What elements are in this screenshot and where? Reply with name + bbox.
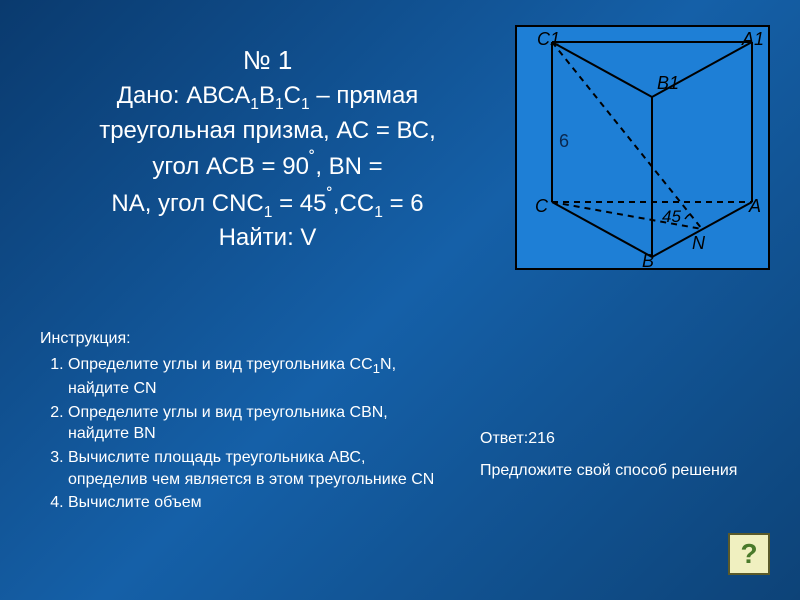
help-button[interactable]: ? <box>728 533 770 575</box>
answer-text: Ответ:216 <box>480 430 737 448</box>
prob-line1-a: Дано: АВСА <box>117 82 251 109</box>
prob-line4-c: ,СС <box>333 190 374 217</box>
label-b: B <box>642 251 654 268</box>
label-a: A <box>748 196 761 216</box>
edge-value: 6 <box>559 131 569 151</box>
instructions-title: Инструкция: <box>40 330 440 348</box>
label-b1: B1 <box>657 73 679 93</box>
prob-line1-c: С <box>284 82 301 109</box>
instruction-item: Определите углы и вид треугольника СС1N,… <box>68 354 440 400</box>
prob-line2: треугольная призма, АС = ВС, <box>99 117 436 144</box>
prob-line1-b: В <box>259 82 275 109</box>
answer-block: Ответ:216 Предложите свой способ решения <box>480 430 737 480</box>
problem-statement: № 1 Дано: АВСА1В1С1 – прямая треугольная… <box>30 45 505 255</box>
prism-svg: C1 A1 B1 C A B N 6 45 <box>517 27 768 268</box>
prob-sub1: 1 <box>250 96 259 113</box>
question-mark-icon: ? <box>740 538 757 570</box>
prob-line5: Найти: V <box>219 224 317 251</box>
angle-value: 45 <box>662 207 681 226</box>
instructions-block: Инструкция: Определите углы и вид треуго… <box>40 330 440 516</box>
prob-sub5: 1 <box>374 203 383 220</box>
problem-text: Дано: АВСА1В1С1 – прямая треугольная при… <box>30 80 505 255</box>
instruction-item: Определите углы и вид треугольника СВN, … <box>68 402 440 445</box>
prism-diagram: C1 A1 B1 C A B N 6 45 <box>515 25 770 270</box>
prob-line4-b: = 45 <box>272 190 326 217</box>
prob-line3-b: , ВN = <box>315 153 382 180</box>
problem-number: № 1 <box>30 45 505 76</box>
prob-line3-a: угол АСВ = 90 <box>152 153 309 180</box>
prob-sub3: 1 <box>301 96 310 113</box>
instructions-list: Определите углы и вид треугольника СС1N,… <box>40 354 440 514</box>
prob-sub2: 1 <box>275 96 284 113</box>
prob-line4-d: = 6 <box>383 190 424 217</box>
instruction-item: Вычислите объем <box>68 492 440 514</box>
prob-line4-a: NA, угол СNС <box>111 190 263 217</box>
label-c: C <box>535 196 549 216</box>
prob-line1-d: – прямая <box>310 82 419 109</box>
instruction-item: Вычислите площадь треугольника АВС, опре… <box>68 447 440 490</box>
answer-suggest: Предложите свой способ решения <box>480 462 737 480</box>
label-a1: A1 <box>741 29 764 49</box>
label-n: N <box>692 233 706 253</box>
label-c1: C1 <box>537 29 560 49</box>
